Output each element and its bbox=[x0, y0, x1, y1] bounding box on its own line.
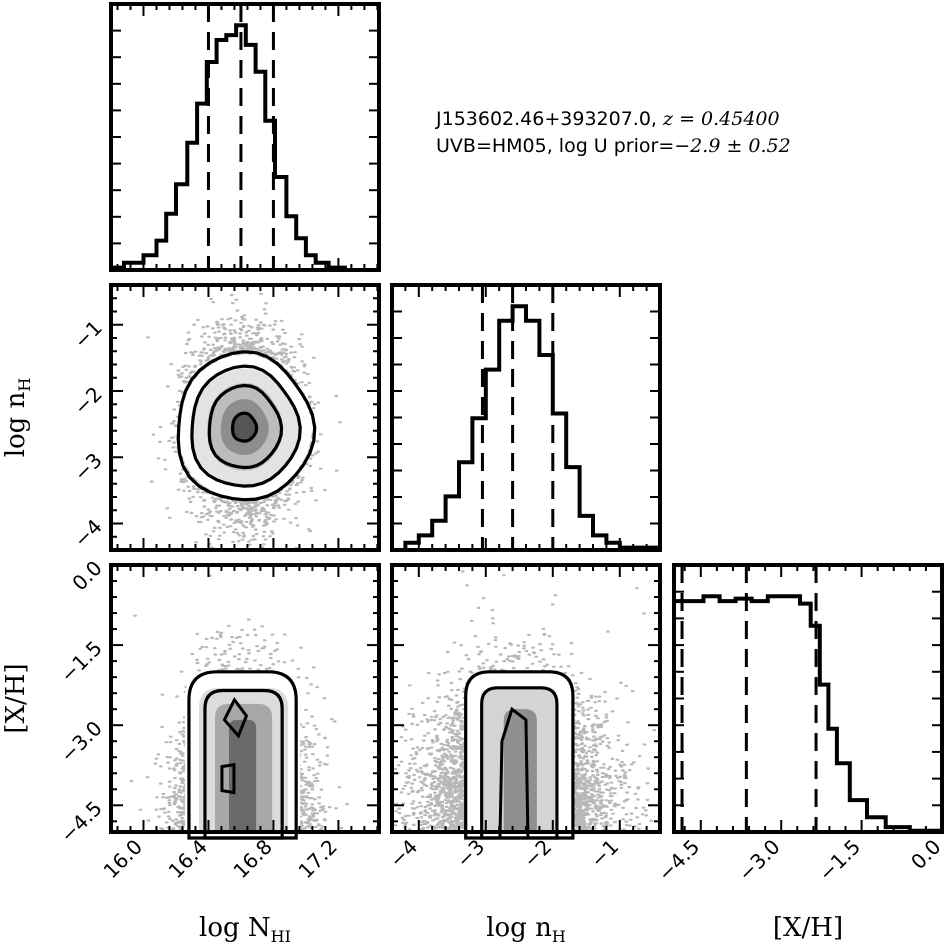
x-tick-label: 16.4 bbox=[164, 835, 212, 883]
annotation-line-2: UVB=HM05, log U prior=−2.9 ± 0.52 bbox=[436, 135, 791, 157]
x-tick-label: −3.0 bbox=[733, 835, 784, 886]
histogram-lognH bbox=[392, 304, 660, 552]
contour-nhi-nh-3 bbox=[231, 411, 259, 443]
histogram-logNHI bbox=[109, 23, 379, 272]
contour-nhi-nh-0 bbox=[176, 350, 317, 502]
contour-nhi-xh-2 bbox=[222, 697, 249, 739]
x-axis-label-xh: [X/H] bbox=[773, 913, 843, 943]
contour-nhi-xh-0 bbox=[187, 670, 298, 840]
contour-nh-xh-2 bbox=[498, 706, 530, 840]
y-axis-label-nh: log nH bbox=[1, 378, 34, 458]
y-tick-label: −1.5 bbox=[55, 636, 106, 687]
y-tick-label: −3 bbox=[69, 448, 107, 486]
annotation-line-1: J153602.46+393207.0, z = 0.45400 bbox=[435, 108, 780, 130]
y-tick-label: −3.0 bbox=[55, 716, 106, 767]
y-tick-label: −4 bbox=[69, 514, 107, 552]
x-tick-label: −3 bbox=[452, 835, 490, 873]
histogram-XH bbox=[672, 594, 942, 833]
y-tick-label: −2 bbox=[69, 382, 107, 420]
contour-nhi-xh-1 bbox=[203, 688, 284, 840]
panel-nhi-xh bbox=[109, 563, 381, 834]
panel-hist-nh bbox=[390, 283, 662, 552]
density-fill-nh-xh-2 bbox=[503, 709, 537, 832]
contour-nhi-nh-1 bbox=[190, 364, 302, 488]
contour-nh-xh-0 bbox=[464, 670, 575, 840]
x-axis-label-nhi: log NHI bbox=[199, 913, 291, 946]
density-fill-nhi-xh-3 bbox=[228, 719, 257, 832]
x-tick-label: 16.8 bbox=[229, 835, 277, 883]
density-fill-nhi-nh-4 bbox=[232, 413, 257, 442]
x-axis-label-nh: log nH bbox=[486, 913, 566, 946]
y-tick-label: −4.5 bbox=[55, 796, 106, 847]
x-tick-label: 17.2 bbox=[293, 835, 341, 883]
contour-nh-xh-1 bbox=[480, 686, 559, 840]
x-tick-label: 0.0 bbox=[906, 835, 945, 874]
panel-frames-layer bbox=[109, 2, 944, 834]
lines-layer bbox=[109, 4, 942, 840]
x-tick-label: −4.5 bbox=[653, 835, 704, 886]
x-tick-label: 16.0 bbox=[99, 835, 147, 883]
x-tick-label: −1 bbox=[586, 835, 624, 873]
y-tick-label: 0.0 bbox=[67, 556, 106, 595]
y-tick-label: −1 bbox=[69, 316, 107, 354]
y-axis-label-xh: [X/H] bbox=[1, 663, 31, 733]
contour-nhi-xh-3 bbox=[220, 762, 236, 795]
x-tick-label: −4 bbox=[385, 835, 423, 873]
x-tick-label: −1.5 bbox=[814, 835, 865, 886]
x-tick-label: −2 bbox=[519, 835, 557, 873]
contour-nhi-nh-2 bbox=[207, 383, 284, 470]
